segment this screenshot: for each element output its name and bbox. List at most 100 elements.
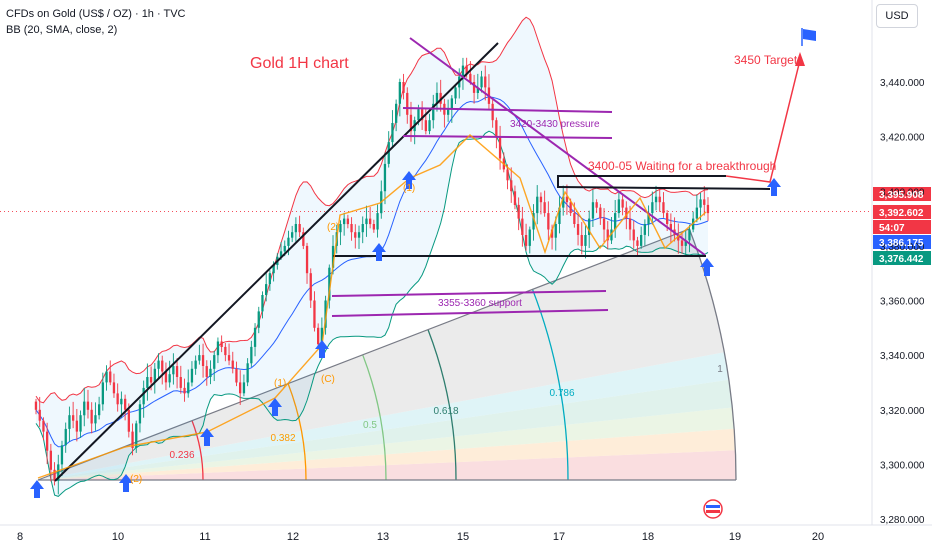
resistance-upper-line <box>557 175 726 188</box>
buy-arrow-icon <box>268 398 282 416</box>
candle-body <box>547 213 550 230</box>
price-tag: 3,392.602 <box>879 208 924 219</box>
candle-body <box>302 232 305 246</box>
candle-body <box>447 109 450 115</box>
candle-body <box>175 366 179 377</box>
wave-label: (1) <box>274 378 286 389</box>
candle-body <box>324 300 327 328</box>
candle-body <box>625 207 628 219</box>
falling-trendline <box>409 37 706 256</box>
candle-body <box>435 92 439 104</box>
candle-body <box>239 382 242 394</box>
candle-body <box>617 199 620 214</box>
candle-body <box>272 265 275 274</box>
y-tick-label: 3,320.000 <box>880 406 925 417</box>
candle-body <box>528 229 531 246</box>
candle-body <box>454 87 457 99</box>
candle-body <box>539 196 543 203</box>
candle-body <box>662 202 665 214</box>
annotation-pressure: 3420-3430 pressure <box>510 119 600 130</box>
candle-body <box>409 114 413 132</box>
candle-body <box>684 240 687 246</box>
candle-body <box>253 327 257 347</box>
candle-body <box>142 387 145 405</box>
candle-body <box>190 368 194 383</box>
candle-body <box>164 371 168 383</box>
candle-body <box>614 213 617 230</box>
candle-body <box>554 224 557 238</box>
target-arrowhead <box>795 52 805 66</box>
candle-body <box>350 224 353 233</box>
x-tick-label: 15 <box>457 531 469 543</box>
candle-body <box>209 368 212 377</box>
candle-body <box>517 204 520 219</box>
candle-body <box>558 207 561 224</box>
candle-body <box>521 218 524 235</box>
candle-body <box>198 355 201 361</box>
candle-body <box>83 401 86 416</box>
candle-body <box>268 273 271 285</box>
candle-body <box>699 199 702 208</box>
candle-body <box>68 415 71 429</box>
candle-body <box>72 415 75 421</box>
x-tick-label: 10 <box>112 531 124 543</box>
candle-body <box>149 377 153 383</box>
fib-label-0.382: 0.382 <box>270 433 295 444</box>
candle-body <box>328 267 331 301</box>
candle-body <box>588 218 591 235</box>
candle-body <box>376 213 379 230</box>
candle-body <box>49 450 52 470</box>
y-tick-label: 3,400.000 <box>880 187 925 198</box>
fib-label-1: 1 <box>717 364 723 375</box>
logo-icon-bar <box>706 510 720 513</box>
price-tag: 3,386.175 <box>879 238 924 249</box>
buy-arrow-icon <box>119 474 133 492</box>
buy-arrow-icon <box>30 480 44 498</box>
candle-body <box>161 360 164 372</box>
y-tick-label: 3,420.000 <box>880 133 925 144</box>
candle-body <box>706 204 710 214</box>
candle-body <box>498 136 502 159</box>
y-tick-label: 3,440.000 <box>880 78 925 89</box>
x-tick-label: 19 <box>729 531 741 543</box>
candle-body <box>64 428 67 446</box>
candle-body <box>524 235 528 246</box>
candle-body <box>279 251 283 257</box>
y-tick-label: 3,280.000 <box>880 515 925 526</box>
candle-body <box>621 199 624 208</box>
logo-icon <box>703 499 723 519</box>
candle-body <box>157 360 160 369</box>
candle-body <box>220 341 223 347</box>
candle-body <box>101 382 104 405</box>
candle-body <box>480 76 483 88</box>
fib-arc-3 <box>427 329 457 481</box>
chart-title: Gold 1H chart <box>250 55 349 72</box>
candle-body <box>391 123 394 143</box>
currency-selector[interactable]: USD <box>876 4 918 28</box>
candle-body <box>695 207 698 219</box>
candle-body <box>317 327 320 345</box>
candle-body <box>550 229 554 238</box>
candle-body <box>305 245 309 274</box>
candle-body <box>476 87 479 93</box>
fib-trend-line <box>37 228 690 481</box>
candle-body <box>532 213 535 230</box>
x-tick-label: 8 <box>17 531 23 543</box>
candle-body <box>580 235 583 246</box>
candle-body <box>651 202 654 214</box>
x-tick-label: 20 <box>812 531 824 543</box>
candle-body <box>231 360 234 369</box>
candle-body <box>213 355 216 369</box>
candle-body <box>606 229 609 241</box>
candle-body <box>387 142 390 164</box>
annotation-breakout: 3400-05 Waiting for a breakthrough <box>588 159 776 173</box>
candle-body <box>257 311 260 328</box>
candle-body <box>640 235 643 246</box>
price-tag-bg <box>873 251 931 265</box>
support-upper-line <box>331 290 607 297</box>
candle-body <box>469 73 472 82</box>
candle-body <box>510 180 513 192</box>
candle-body <box>53 469 56 481</box>
price-tag-bg <box>873 187 931 201</box>
